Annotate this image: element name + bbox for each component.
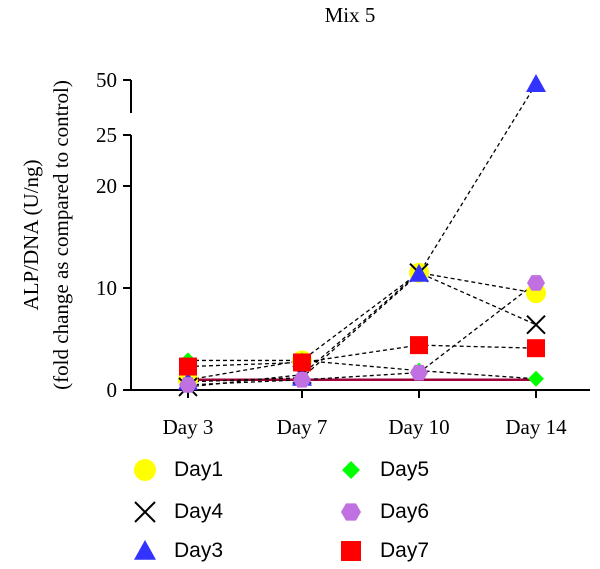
- legend-marker: [134, 459, 156, 481]
- data-point: [526, 315, 546, 335]
- legend-item: Day1: [130, 455, 223, 485]
- series-line: [187, 83, 537, 383]
- x-tick-label: Day 14: [505, 415, 567, 439]
- data-point: [528, 370, 544, 387]
- legend-marker: [341, 541, 361, 561]
- x-tick-label: Day 3: [163, 415, 214, 439]
- legend-marker: [341, 503, 361, 521]
- chart-title: Mix 5: [325, 3, 376, 27]
- legend-marker-wrap: [336, 536, 366, 566]
- legend-label: Day3: [174, 539, 224, 562]
- legend-item: Day6: [336, 497, 429, 527]
- y-axis-label-line1: ALP/DNA (U/ng): [19, 159, 43, 310]
- legend-item: Day4: [130, 497, 223, 527]
- legend-marker-wrap: [130, 455, 160, 485]
- legend-item: Day7: [336, 536, 429, 566]
- y-tick-label: 0: [107, 378, 118, 402]
- y-tick-label: 25: [96, 123, 117, 147]
- series-line: [188, 359, 537, 380]
- series-line: [187, 272, 537, 381]
- data-point: [409, 263, 429, 282]
- data-point: [410, 336, 428, 355]
- data-point: [293, 372, 311, 388]
- legend-item: Day3: [130, 536, 223, 566]
- chart: Mix 5 ALP/DNA (U/ng) (fold change as com…: [19, 3, 590, 439]
- legend-marker-wrap: [130, 536, 160, 566]
- y-tick-label: 20: [96, 174, 117, 198]
- series-line: [187, 282, 537, 386]
- data-point: [179, 357, 197, 376]
- legend-label: Day5: [380, 458, 430, 481]
- x-tick-labels: Day 3 Day 7 Day 10 Day 14: [163, 415, 567, 439]
- data-point: [526, 73, 546, 92]
- legend-label: Day7: [380, 539, 430, 562]
- series-line: [187, 271, 537, 388]
- y-tick-label: 10: [96, 276, 117, 300]
- legend-marker-wrap: [130, 497, 160, 527]
- legend-marker: [134, 501, 156, 523]
- data-point: [293, 353, 311, 372]
- data-point: [527, 339, 545, 358]
- legend-marker-wrap: [336, 455, 366, 485]
- series-line: [187, 344, 537, 368]
- legend-item: Day5: [336, 455, 429, 485]
- legend-marker: [134, 540, 156, 560]
- data-point: [527, 275, 545, 291]
- data-point: [410, 364, 428, 381]
- axes: 0 10 20 25 50: [96, 68, 590, 402]
- x-tick-label: Day 7: [277, 415, 328, 439]
- y-axis-label: ALP/DNA (U/ng) (fold change as compared …: [19, 80, 73, 390]
- legend-label: Day1: [174, 458, 224, 481]
- x-tick-label: Day 10: [388, 415, 449, 439]
- data-point: [179, 377, 197, 393]
- legend-marker: [342, 461, 360, 479]
- legend-label: Day4: [174, 500, 224, 523]
- legend-label: Day6: [380, 500, 430, 523]
- series-lines: [187, 83, 537, 388]
- y-tick-label: 50: [96, 68, 117, 92]
- y-axis-label-line2: (fold change as compared to control): [49, 80, 73, 390]
- legend-marker-wrap: [336, 497, 366, 527]
- series-markers: [178, 73, 546, 397]
